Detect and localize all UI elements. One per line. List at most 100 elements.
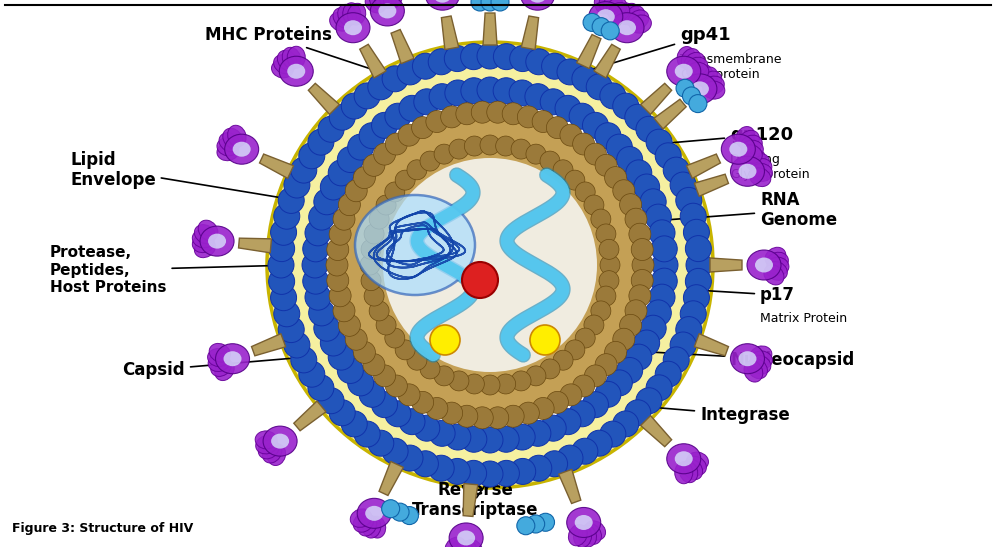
Ellipse shape xyxy=(336,13,370,43)
Circle shape xyxy=(655,143,681,169)
Ellipse shape xyxy=(694,65,713,86)
Ellipse shape xyxy=(463,539,483,547)
Circle shape xyxy=(525,84,551,110)
Circle shape xyxy=(269,269,295,294)
Ellipse shape xyxy=(217,143,239,161)
Circle shape xyxy=(303,268,329,294)
Circle shape xyxy=(339,315,361,336)
Ellipse shape xyxy=(729,142,747,156)
Text: Nucleocapsid: Nucleocapsid xyxy=(652,351,855,369)
Circle shape xyxy=(526,49,552,75)
Ellipse shape xyxy=(677,46,695,68)
Ellipse shape xyxy=(744,360,763,382)
Circle shape xyxy=(284,172,310,198)
Ellipse shape xyxy=(589,2,622,32)
Circle shape xyxy=(291,347,317,373)
Polygon shape xyxy=(379,462,403,496)
Circle shape xyxy=(640,189,666,215)
Circle shape xyxy=(511,371,531,391)
Circle shape xyxy=(649,220,675,246)
Ellipse shape xyxy=(225,134,259,164)
Circle shape xyxy=(624,104,650,130)
Ellipse shape xyxy=(750,346,772,364)
Circle shape xyxy=(682,87,700,105)
Circle shape xyxy=(440,106,463,128)
Ellipse shape xyxy=(262,442,282,463)
Circle shape xyxy=(399,95,425,121)
Ellipse shape xyxy=(579,525,597,547)
Circle shape xyxy=(584,315,604,335)
Circle shape xyxy=(471,101,493,123)
Circle shape xyxy=(587,430,613,456)
Circle shape xyxy=(361,240,381,259)
Circle shape xyxy=(625,160,651,186)
Ellipse shape xyxy=(610,13,644,43)
Circle shape xyxy=(308,129,334,155)
Ellipse shape xyxy=(370,0,388,10)
Circle shape xyxy=(370,209,389,229)
Ellipse shape xyxy=(354,513,374,532)
Circle shape xyxy=(600,255,620,275)
Circle shape xyxy=(382,438,408,464)
Polygon shape xyxy=(238,238,272,253)
Ellipse shape xyxy=(194,225,215,243)
Ellipse shape xyxy=(473,0,507,6)
Circle shape xyxy=(645,300,671,326)
Circle shape xyxy=(411,117,433,138)
Circle shape xyxy=(368,74,393,100)
Circle shape xyxy=(510,45,536,72)
Ellipse shape xyxy=(348,3,366,25)
Ellipse shape xyxy=(628,10,648,30)
Circle shape xyxy=(346,328,368,350)
Circle shape xyxy=(278,188,304,213)
Circle shape xyxy=(613,411,638,437)
Circle shape xyxy=(305,220,331,246)
Text: Docking
Glycoprotein: Docking Glycoprotein xyxy=(730,153,810,181)
Text: Integrase: Integrase xyxy=(627,405,790,424)
Circle shape xyxy=(595,123,621,149)
Circle shape xyxy=(617,357,642,383)
Circle shape xyxy=(596,224,616,244)
Circle shape xyxy=(526,144,546,164)
Ellipse shape xyxy=(445,537,465,547)
Circle shape xyxy=(434,366,454,386)
Polygon shape xyxy=(694,174,728,196)
Circle shape xyxy=(365,286,384,306)
Circle shape xyxy=(333,300,355,322)
Circle shape xyxy=(268,252,294,278)
Circle shape xyxy=(670,172,696,198)
Circle shape xyxy=(413,415,440,441)
Circle shape xyxy=(299,361,325,387)
Ellipse shape xyxy=(208,234,226,249)
Ellipse shape xyxy=(343,3,361,25)
Circle shape xyxy=(348,370,374,396)
Circle shape xyxy=(330,104,356,130)
Circle shape xyxy=(624,208,647,230)
Ellipse shape xyxy=(721,134,755,164)
Circle shape xyxy=(537,513,555,531)
Polygon shape xyxy=(694,334,728,356)
Circle shape xyxy=(480,375,500,395)
Circle shape xyxy=(532,398,554,420)
Circle shape xyxy=(683,284,709,311)
Ellipse shape xyxy=(600,0,618,14)
Circle shape xyxy=(685,269,711,294)
Circle shape xyxy=(542,53,568,79)
Circle shape xyxy=(384,103,411,129)
Circle shape xyxy=(381,500,399,517)
Circle shape xyxy=(595,354,618,376)
Circle shape xyxy=(426,110,448,132)
Circle shape xyxy=(274,301,300,327)
Circle shape xyxy=(428,49,454,75)
Polygon shape xyxy=(441,16,459,50)
Ellipse shape xyxy=(738,164,757,179)
Ellipse shape xyxy=(256,435,278,454)
Polygon shape xyxy=(463,484,478,516)
Circle shape xyxy=(477,427,503,453)
Circle shape xyxy=(683,219,709,245)
Circle shape xyxy=(429,420,455,446)
Circle shape xyxy=(587,74,613,100)
Polygon shape xyxy=(640,416,671,447)
Circle shape xyxy=(462,262,498,298)
Circle shape xyxy=(646,375,672,401)
